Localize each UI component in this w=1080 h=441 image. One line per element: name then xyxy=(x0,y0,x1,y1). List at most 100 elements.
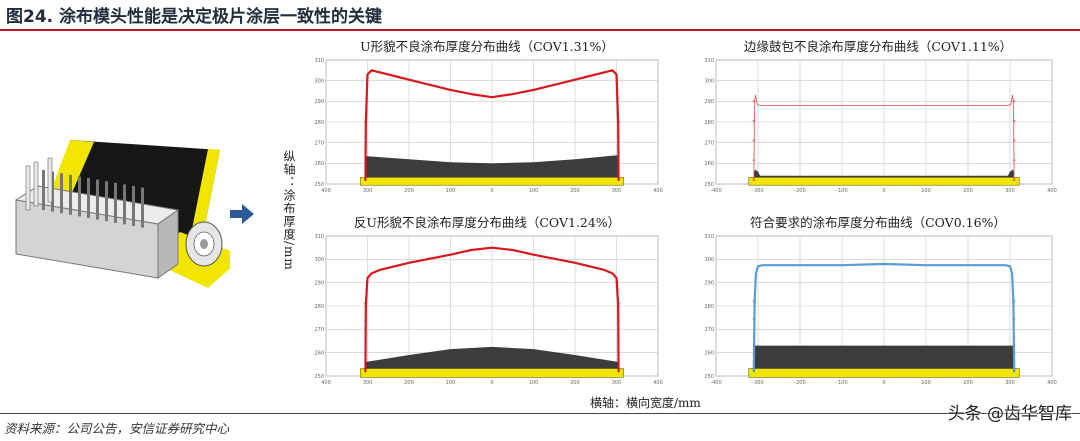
source-note: 资料来源：公司公告，安信证券研究中心 xyxy=(4,421,230,436)
thickness-curve xyxy=(753,94,1015,180)
chart-title-qualified: 符合要求的涂布厚度分布曲线（COV0.16%） xyxy=(750,215,1006,230)
x-tick-label: 300 xyxy=(612,188,622,194)
x-tick-label: 400 xyxy=(653,380,663,386)
substrate-bar xyxy=(360,177,624,186)
x-tick-label: 100 xyxy=(446,380,456,386)
x-tick-label: -200 xyxy=(794,380,805,386)
edge-marker xyxy=(617,164,620,167)
edge-marker xyxy=(1013,119,1016,123)
watermark: 头条 @齿华智库 xyxy=(947,404,1072,424)
edge-marker xyxy=(752,139,755,142)
x-tick-label: 100 xyxy=(921,188,931,194)
chart-title-reverse-u: 反U形貌不良涂布厚度分布曲线（COV1.24%） xyxy=(353,215,621,230)
x-tick-label: 0 xyxy=(882,380,885,386)
x-tick-label: 100 xyxy=(446,188,456,194)
y-tick-label: 300 xyxy=(704,257,714,263)
x-tick-label: 100 xyxy=(921,380,931,386)
x-tick-label: 200 xyxy=(404,380,414,386)
substrate-bar xyxy=(748,368,1020,378)
edge-marker xyxy=(364,302,367,305)
edge-marker xyxy=(752,317,755,320)
x-tick-label: -400 xyxy=(710,188,721,194)
y-tick-label: 280 xyxy=(704,304,714,310)
chart-u-shape: 400 300 200 100 0 100 200 300 400250260270280290… xyxy=(314,58,663,194)
x-tick-label: 400 xyxy=(1047,188,1057,194)
edge-marker xyxy=(617,178,620,181)
y-tick-label: 290 xyxy=(704,280,714,286)
substrate-bar xyxy=(360,368,624,378)
thickness-curve xyxy=(364,69,620,180)
x-tick-label: 200 xyxy=(570,380,580,386)
edge-marker xyxy=(364,120,367,124)
x-tick-label: 300 xyxy=(363,188,373,194)
x-tick-label: 0 xyxy=(490,380,493,386)
x-tick-label: 300 xyxy=(612,380,622,386)
y-tick-label: 280 xyxy=(704,120,714,126)
y-tick-label: 270 xyxy=(314,140,324,146)
x-tick-label: 300 xyxy=(363,380,373,386)
x-axis-label: 横轴：横向宽度/mm xyxy=(590,396,701,410)
y-tick-label: 290 xyxy=(314,99,324,105)
coating-profile-area xyxy=(753,345,1015,369)
edge-marker xyxy=(364,135,367,138)
x-tick-label: 100 xyxy=(529,380,539,386)
edge-marker xyxy=(1013,335,1016,338)
edge-marker xyxy=(752,159,755,162)
die-bolts xyxy=(25,157,144,228)
y-tick-label: 300 xyxy=(314,78,324,84)
substrate-bar xyxy=(748,177,1020,186)
coating-profile-area xyxy=(753,169,1015,178)
arrow-icon xyxy=(230,204,254,224)
chart-reverse-u: 400 300 200 100 0 100 200 300 400250260270280290… xyxy=(314,234,663,386)
edge-marker xyxy=(752,300,755,303)
edge-marker xyxy=(752,335,755,338)
edge-marker xyxy=(1013,352,1016,355)
y-tick-label: 260 xyxy=(704,350,714,356)
y-tick-label: 280 xyxy=(314,304,324,310)
x-tick-label: -100 xyxy=(836,380,847,386)
edge-marker xyxy=(364,178,367,181)
edge-marker xyxy=(364,353,367,356)
edge-marker xyxy=(617,135,620,138)
y-tick-label: 270 xyxy=(314,327,324,333)
y-tick-label: 270 xyxy=(704,140,714,146)
chart-title-edge-bulge: 边缘鼓包不良涂布厚度分布曲线（COV1.11%） xyxy=(743,39,1013,54)
x-tick-label: 200 xyxy=(570,188,580,194)
edge-marker xyxy=(1013,178,1016,181)
edge-marker xyxy=(752,178,755,181)
y-tick-label: 260 xyxy=(314,350,324,356)
edge-marker xyxy=(617,353,620,356)
edge-marker xyxy=(1013,139,1016,142)
edge-marker xyxy=(617,319,620,322)
edge-marker xyxy=(752,352,755,355)
edge-marker xyxy=(1013,317,1016,320)
x-tick-label: 400 xyxy=(653,188,663,194)
chart-title-u-shape: U形貌不良涂布厚度分布曲线（COV1.31%） xyxy=(360,39,614,54)
edge-marker xyxy=(617,120,620,124)
x-tick-label: 0 xyxy=(882,188,885,194)
edge-marker xyxy=(364,164,367,167)
edge-marker xyxy=(1013,159,1016,162)
x-tick-label: 200 xyxy=(404,188,414,194)
x-tick-label: 300 xyxy=(1005,188,1015,194)
x-tick-label: 300 xyxy=(1005,380,1015,386)
edge-marker xyxy=(752,119,755,123)
y-tick-label: 310 xyxy=(704,58,714,64)
edge-marker xyxy=(1013,300,1016,303)
edge-marker xyxy=(364,336,367,339)
coating-profile-area xyxy=(365,155,619,178)
x-tick-label: 400 xyxy=(321,380,331,386)
y-tick-label: 310 xyxy=(704,234,714,240)
y-tick-label: 250 xyxy=(314,182,324,188)
y-tick-label: 250 xyxy=(704,182,714,188)
chart-edge-bulge: -400 -300 -200 -100 0 100 200 300 400 250 260 270 28… xyxy=(704,58,1057,194)
x-tick-label: 0 xyxy=(490,188,493,194)
y-tick-label: 310 xyxy=(314,58,324,64)
footer-rule xyxy=(0,413,1080,414)
y-tick-label: 300 xyxy=(314,257,324,263)
thickness-curve xyxy=(364,246,620,372)
x-tick-label: 200 xyxy=(963,188,973,194)
x-tick-label: 100 xyxy=(529,188,539,194)
edge-marker xyxy=(1013,370,1016,373)
edge-marker xyxy=(364,319,367,322)
